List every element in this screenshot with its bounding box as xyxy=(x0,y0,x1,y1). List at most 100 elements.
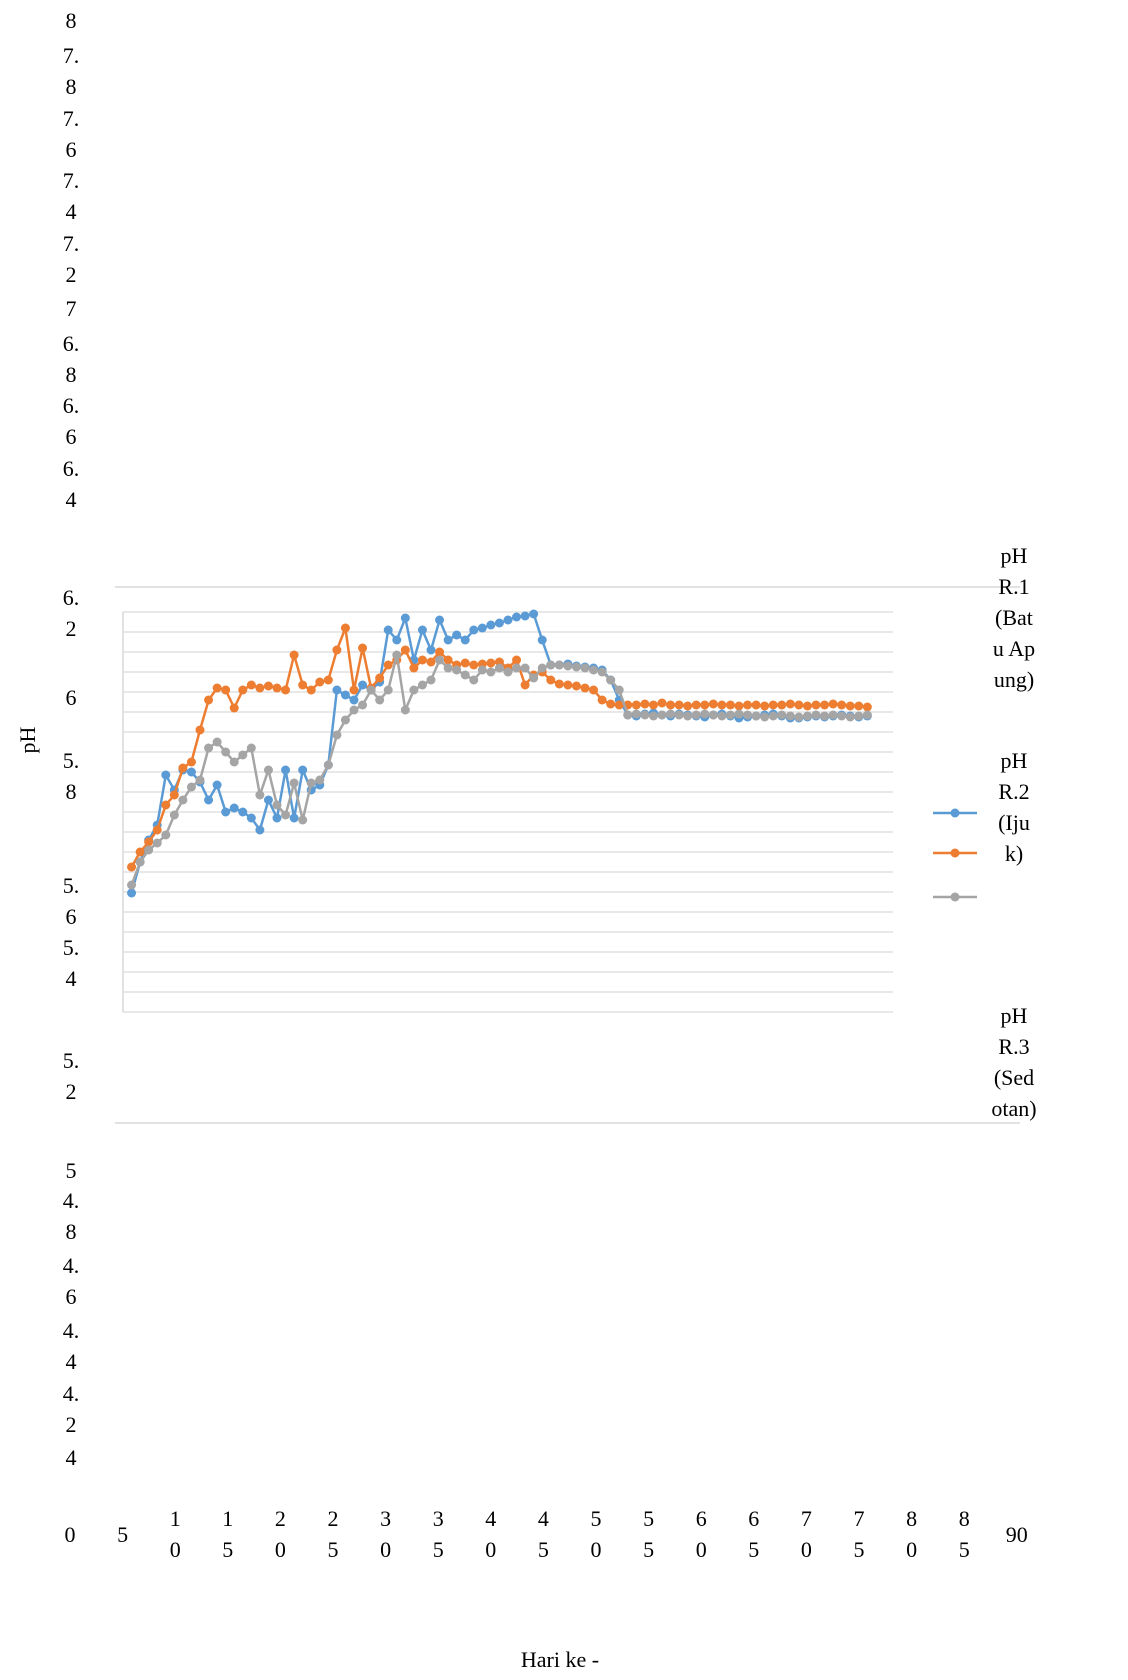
data-point xyxy=(426,657,436,667)
y-tick-label: 6.6 xyxy=(62,393,80,449)
data-point xyxy=(135,857,145,867)
legend-marker xyxy=(950,892,960,902)
data-point xyxy=(272,813,282,823)
data-point xyxy=(460,670,470,680)
data-point xyxy=(657,698,667,708)
data-point xyxy=(383,685,393,695)
data-point xyxy=(794,712,804,722)
data-point xyxy=(289,778,299,788)
data-point xyxy=(323,675,333,685)
data-point xyxy=(281,765,291,775)
data-point xyxy=(512,655,522,665)
data-point xyxy=(657,710,667,720)
data-point xyxy=(606,699,616,709)
data-point xyxy=(623,710,633,720)
data-point xyxy=(820,700,830,710)
data-point xyxy=(571,662,581,672)
data-point xyxy=(426,645,436,655)
data-point xyxy=(255,790,265,800)
data-point xyxy=(717,700,727,710)
data-point xyxy=(204,695,214,705)
data-point xyxy=(708,710,718,720)
data-point xyxy=(537,635,547,645)
data-point xyxy=(272,683,282,693)
data-point xyxy=(255,825,265,835)
data-point xyxy=(828,710,838,720)
data-point xyxy=(469,625,479,635)
legend-label: pH R.2 (Ijuk) xyxy=(998,748,1030,866)
y-tick-label: 4.6 xyxy=(62,1253,80,1309)
data-point xyxy=(340,715,350,725)
data-point xyxy=(409,663,419,673)
data-point xyxy=(400,645,410,655)
data-point xyxy=(537,663,547,673)
data-point xyxy=(700,709,710,719)
data-point xyxy=(366,685,376,695)
data-point xyxy=(666,700,676,710)
data-point xyxy=(392,650,402,660)
data-point xyxy=(820,711,830,721)
data-point xyxy=(358,700,368,710)
x-tick-label: 70 xyxy=(800,1506,812,1562)
data-point xyxy=(152,825,162,835)
data-point xyxy=(529,609,539,619)
x-tick-label: 20 xyxy=(274,1506,286,1562)
data-point xyxy=(178,763,188,773)
x-axis-title: Hari ke - xyxy=(521,1647,599,1672)
x-tick-label: 85 xyxy=(958,1506,970,1562)
data-point xyxy=(358,643,368,653)
data-point xyxy=(400,613,410,623)
x-tick-label: 55 xyxy=(643,1506,655,1562)
data-point xyxy=(281,810,291,820)
data-point xyxy=(263,765,273,775)
data-point xyxy=(161,830,171,840)
data-point xyxy=(246,743,256,753)
data-point xyxy=(683,701,693,711)
data-point xyxy=(349,685,359,695)
data-point xyxy=(221,807,231,817)
x-tick-label: 25 xyxy=(327,1506,339,1562)
x-tick-label: 75 xyxy=(853,1506,865,1562)
data-point xyxy=(494,663,504,673)
data-point xyxy=(589,685,599,695)
data-point xyxy=(529,673,539,683)
data-point xyxy=(751,700,761,710)
x-tick-label: 65 xyxy=(748,1506,760,1562)
data-point xyxy=(666,709,676,719)
data-point xyxy=(683,711,693,721)
data-point xyxy=(794,700,804,710)
data-point xyxy=(255,683,265,693)
data-point xyxy=(571,681,581,691)
data-point xyxy=(614,685,624,695)
y-tick-label: 7 xyxy=(65,296,77,321)
data-point xyxy=(392,635,402,645)
data-point xyxy=(512,612,522,622)
data-point xyxy=(648,700,658,710)
data-point xyxy=(152,838,162,848)
data-point xyxy=(186,782,196,792)
data-point xyxy=(272,800,282,810)
data-point xyxy=(417,655,427,665)
x-tick-label: 45 xyxy=(537,1506,549,1562)
data-point xyxy=(229,757,239,767)
data-point xyxy=(186,767,196,777)
data-point xyxy=(614,700,624,710)
data-point xyxy=(417,680,427,690)
data-point xyxy=(178,795,188,805)
y-tick-label: 6.2 xyxy=(62,585,80,641)
y-tick-label: 5 xyxy=(65,1158,77,1183)
data-point xyxy=(144,845,154,855)
data-point xyxy=(546,660,556,670)
data-point xyxy=(452,665,462,675)
data-point xyxy=(760,701,770,711)
data-point xyxy=(212,737,222,747)
data-point xyxy=(306,778,316,788)
x-tick-label: 10 xyxy=(169,1506,181,1562)
data-point xyxy=(631,700,641,710)
data-point xyxy=(298,765,308,775)
x-tick-label: 90 xyxy=(1005,1521,1028,1547)
data-point xyxy=(298,680,308,690)
data-point xyxy=(743,700,753,710)
